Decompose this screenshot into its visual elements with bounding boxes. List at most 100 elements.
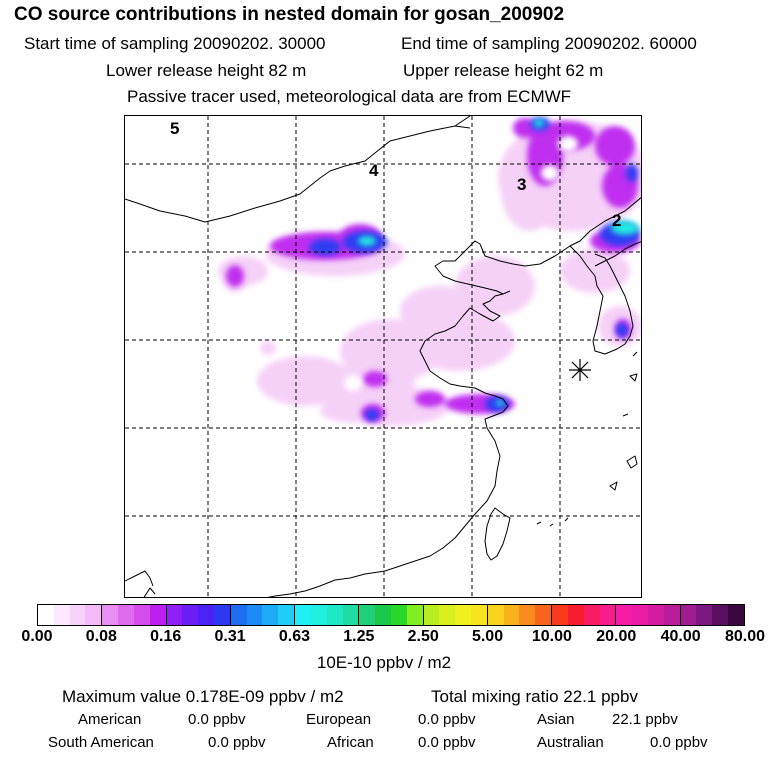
map-title: CO source contributions in nested domain… [14,4,565,25]
color-scale-swatch [471,605,487,625]
coastlines [125,116,641,597]
source-marker-3: 3 [517,175,526,194]
region-label-american: American [78,711,142,728]
color-scale-swatch [390,605,407,625]
color-scale-swatch [406,605,423,625]
region-value-european: 0.0 ppbv [418,711,476,728]
color-scale-swatch [213,605,230,625]
color-scale-segment [230,605,296,625]
color-scale-swatch [133,605,150,625]
color-scale-swatch [85,605,102,625]
color-scale-swatch [599,605,616,625]
color-scale-tick-label: 80.00 [724,628,766,645]
color-scale-swatch [503,605,520,625]
color-scale-tick-label: 0.63 [278,628,311,645]
region-value-australian: 0.0 ppbv [650,734,708,751]
lat-lon-grid [125,116,641,597]
color-scale-swatch [632,605,649,625]
color-scale-swatch [326,605,343,625]
color-scale-swatch [712,605,729,625]
color-scale-swatch [552,605,568,625]
color-scale-swatch [69,605,86,625]
color-scale-tick-label: 0.08 [85,628,117,645]
color-scale-swatch [535,605,552,625]
color-scale-swatch [616,605,633,625]
color-scale-swatch [310,605,327,625]
color-scale-segment [359,605,424,625]
color-scale-swatch [295,605,311,625]
color-scale-swatch [728,605,744,625]
color-scale-segment [423,605,488,625]
color-scale-swatch [519,605,536,625]
color-scale-tick-label: 0.00 [21,628,53,645]
map-canvas: 5 4 3 2 [125,116,641,597]
color-scale-swatch [246,605,263,625]
color-scale-segment [295,605,360,625]
color-scale-segment [166,605,231,625]
color-scale-swatch [166,605,183,625]
color-scale-swatch [487,605,504,625]
color-scale-swatch [53,605,70,625]
region-value-south-american: 0.0 ppbv [208,734,266,751]
color-scale-swatch [342,605,359,625]
color-scale-tick-label: 10.00 [531,628,572,645]
color-scale-segment [38,605,103,625]
total-mixing-ratio-label: Total mixing ratio 22.1 ppbv [431,687,638,706]
color-scale-segment [102,605,167,625]
concentration-gaps [344,136,578,391]
color-scale-swatch [149,605,166,625]
region-value-african: 0.0 ppbv [418,734,476,751]
color-scale-swatch [423,605,440,625]
color-scale-swatch [439,605,456,625]
color-scale-segment [552,605,617,625]
color-scale-swatch [38,605,54,625]
map-panel: 5 4 3 2 [124,115,642,598]
maximum-value-label: Maximum value 0.178E-09 ppbv / m2 [62,687,344,706]
receptor-star-marker [569,359,591,381]
color-scale-swatch [567,605,584,625]
color-scale-segment [487,605,553,625]
color-scale-swatch [359,605,376,625]
region-label-asian: Asian [537,711,575,728]
source-marker-4: 4 [369,161,379,180]
color-scale-swatch [102,605,119,625]
region-label-african: African [327,734,374,751]
concentration-field-low [218,121,641,426]
color-scale-tick-label: 20.00 [596,628,637,645]
start-time-label: Start time of sampling 20090202. 30000 [24,34,326,53]
color-scale-tick-label: 40.00 [660,628,701,645]
color-scale-swatch [648,605,664,625]
color-scale-swatch [680,605,697,625]
color-scale-swatch [198,605,214,625]
color-scale-tick-label: 1.25 [343,628,375,645]
color-scale-swatch [182,605,199,625]
region-label-south-american: South American [48,734,154,751]
tracer-note: Passive tracer used, meteorological data… [127,87,572,106]
color-scale-swatch [262,605,279,625]
color-scale-tick-label: 5.00 [471,628,504,645]
color-scale-tick-label: 0.16 [150,628,182,645]
source-marker-5: 5 [170,119,179,138]
source-marker-2: 2 [612,211,621,230]
color-scale-swatch [375,605,391,625]
color-scale-segment [680,605,744,625]
color-scale-swatch [455,605,472,625]
color-scale-tick-label: 2.50 [407,628,439,645]
color-scale-swatch [278,605,295,625]
color-scale-segment [616,605,681,625]
color-scale-swatch [583,605,600,625]
color-scale-units: 10E-10 ppbv / m2 [316,653,452,672]
color-scale-swatch [696,605,713,625]
concentration-field-peak [358,119,639,406]
color-scale-tick-label: 0.31 [214,628,246,645]
color-scale-swatch [230,605,247,625]
lower-height-label: Lower release height 82 m [106,61,307,80]
color-scale-swatch [118,605,134,625]
region-label-european: European [306,711,372,728]
upper-height-label: Upper release height 62 m [403,61,604,80]
region-value-asian: 22.1 ppbv [612,711,678,728]
end-time-label: End time of sampling 20090202. 60000 [401,34,697,53]
color-scale-bar [37,604,745,626]
region-value-american: 0.0 ppbv [188,711,246,728]
color-scale-swatch [663,605,680,625]
